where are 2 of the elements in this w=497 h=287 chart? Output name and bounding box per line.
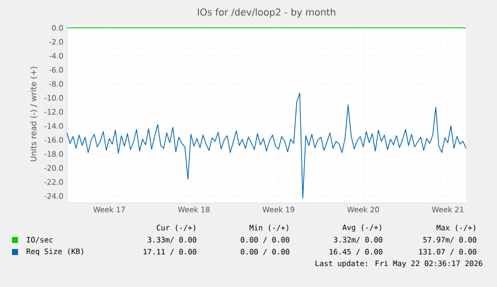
chart-title: IOs for /dev/loop2 - by month xyxy=(198,8,336,18)
line-series xyxy=(66,92,466,198)
